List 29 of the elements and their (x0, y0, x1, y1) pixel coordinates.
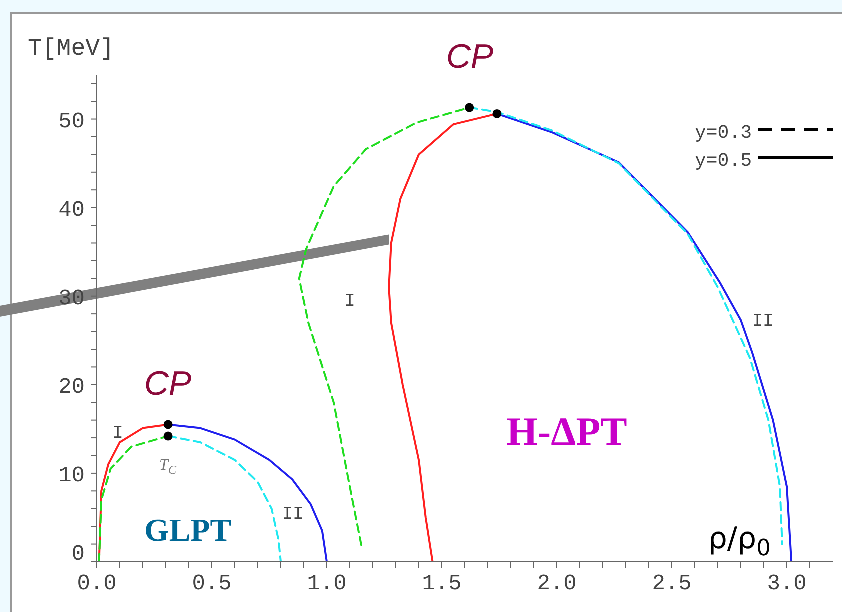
x-tick-label: 0.0 (77, 572, 117, 597)
annotation: I (344, 292, 356, 312)
annotation: T$_{C}$ (160, 457, 178, 477)
annotation: II (282, 505, 304, 525)
point (164, 432, 173, 441)
annotation: y=0.3 (694, 122, 752, 144)
annotation: II (752, 312, 774, 332)
x-tick-label: 2.5 (652, 572, 692, 597)
point (164, 420, 173, 430)
y-tick-label: 20 (58, 374, 85, 400)
x-tick-label: 0.5 (192, 572, 232, 597)
y-axis-title: T[MeV] (28, 36, 114, 63)
annotation: H-ΔPT (506, 409, 628, 454)
point (492, 109, 502, 118)
annotation: I (112, 424, 124, 444)
y-tick-label: 10 (58, 463, 85, 488)
y-tick-label: 40 (58, 198, 85, 223)
x-tick-label: 3.0 (767, 572, 807, 597)
x-axis-title: ρ/ρ$_{0}$ (708, 522, 771, 562)
y-tick-label: 0 (72, 542, 85, 567)
x-tick-label: 2.0 (537, 572, 577, 597)
annotation: y=0.5 (694, 150, 752, 172)
annotation: CP (446, 38, 494, 76)
annotation: CP (144, 365, 192, 403)
point (465, 103, 474, 112)
y-tick-label: 50 (58, 109, 85, 134)
x-tick-label: 1.0 (307, 572, 347, 597)
x-tick-label: 1.5 (422, 572, 462, 597)
annotation: GLPT (144, 512, 232, 548)
